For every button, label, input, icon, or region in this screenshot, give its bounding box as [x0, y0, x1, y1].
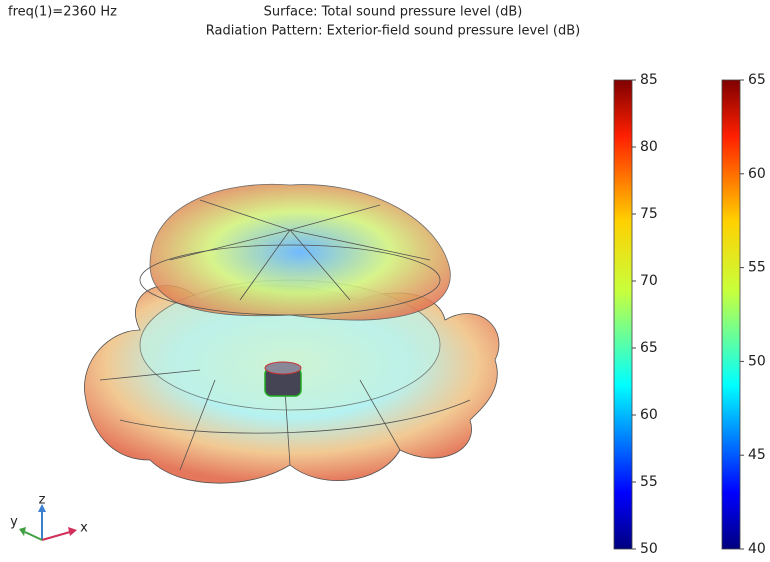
colorbar-tick-label: 75 — [640, 206, 658, 222]
colorbar — [721, 79, 741, 550]
colorbar-tick-label: 55 — [748, 260, 766, 276]
x-axis-label: x — [80, 521, 88, 536]
colorbar-tick-label: 70 — [640, 273, 658, 289]
colorbar-tick-label: 55 — [640, 474, 658, 490]
axes-triad: z x y — [10, 493, 88, 541]
colorbar-tick-label: 65 — [748, 72, 766, 88]
colorbar-tick-label: 60 — [640, 407, 658, 423]
title: Surface: Total sound pressure level (dB) — [264, 5, 523, 20]
subtitle: Radiation Pattern: Exterior-field sound … — [206, 24, 580, 39]
colorbar — [613, 79, 633, 550]
z-axis-label: z — [39, 493, 46, 508]
frequency-label: freq(1)=2360 Hz — [8, 5, 117, 20]
transducer — [264, 361, 302, 397]
colorbar-tick-label: 85 — [640, 72, 658, 88]
colorbar-tick-label: 50 — [640, 541, 658, 557]
colorbar-tick-label: 65 — [640, 340, 658, 356]
colorbar-tick-label: 40 — [748, 541, 766, 557]
y-axis-label: y — [10, 515, 18, 530]
colorbar-tick-label: 45 — [748, 447, 766, 463]
radiation-pattern-surface — [84, 183, 500, 484]
colorbar-tick-label: 80 — [640, 139, 658, 155]
colorbar-tick-label: 50 — [748, 353, 766, 369]
colorbar-tick-label: 60 — [748, 166, 766, 182]
